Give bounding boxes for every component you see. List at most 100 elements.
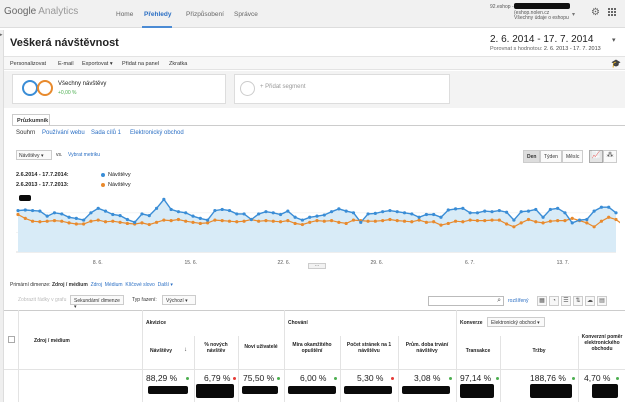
- data-point-previous: [337, 220, 341, 224]
- data-point-current: [286, 209, 290, 213]
- data-point-previous: [30, 219, 35, 223]
- value-bounce-rate: 6,00 %: [300, 373, 327, 383]
- pie-view-icon[interactable]: ◔: [549, 296, 559, 306]
- apps-grid-icon[interactable]: [608, 8, 617, 17]
- sort-down-arrow-icon[interactable]: ↓: [184, 347, 187, 353]
- positive-indicator: [572, 377, 575, 380]
- data-point-previous: [410, 220, 414, 224]
- date-range-picker[interactable]: 2. 6. 2014 - 17. 7. 2014: [490, 34, 594, 45]
- graduation-cap-icon[interactable]: 🎓: [611, 59, 621, 68]
- data-point-current: [577, 218, 582, 222]
- data-point-previous: [424, 220, 428, 224]
- legend-date-previous: 2.6.2013 - 17.7.2013:: [16, 182, 69, 188]
- data-point-previous: [570, 216, 574, 220]
- data-point-previous: [308, 220, 312, 224]
- col-revenue[interactable]: Tržby: [532, 348, 546, 354]
- table-divider: [18, 310, 19, 402]
- gear-icon[interactable]: ⚙: [591, 7, 600, 18]
- data-point-current: [30, 208, 35, 213]
- shortcut-button[interactable]: Zkratka: [169, 61, 188, 67]
- pivot-view-icon[interactable]: ▤: [597, 296, 607, 306]
- data-point-previous: [417, 218, 421, 222]
- add-segment-box[interactable]: [234, 74, 450, 104]
- dimension-more[interactable]: Další ▾: [157, 282, 173, 288]
- data-point-current: [475, 211, 480, 215]
- col-pages-per-visit[interactable]: Počet stránek na 1 návštěvu: [346, 342, 392, 354]
- granularity-week-button[interactable]: Týden: [540, 150, 562, 163]
- motion-chart-icon[interactable]: ⁂: [603, 150, 617, 163]
- data-point-previous: [395, 219, 399, 223]
- search-icon[interactable]: ⌕: [497, 297, 501, 304]
- nav-customization[interactable]: Přizpůsobení: [186, 11, 224, 18]
- advanced-filter-link[interactable]: rozšířený: [508, 298, 529, 304]
- data-point-previous: [125, 221, 129, 226]
- metric-select[interactable]: Návštěvy ▾: [16, 150, 52, 160]
- col-visits[interactable]: Návštěvy: [150, 348, 172, 354]
- subtab-goal-set-1[interactable]: Sada cílů 1: [91, 130, 122, 136]
- dimension-keyword[interactable]: Klíčové slovo: [125, 282, 155, 288]
- subtab-site-usage[interactable]: Používání webu: [42, 130, 85, 136]
- data-point-current: [483, 209, 487, 213]
- data-point-current: [184, 211, 188, 215]
- data-point-previous: [286, 219, 290, 223]
- visits-line-chart[interactable]: 8. 6. 15. 6. 22. 6. 29. 6. 6. 7. 13. 7.: [16, 190, 620, 268]
- chart-resize-handle[interactable]: ⋯: [308, 263, 326, 269]
- account-subtitle: Všechny údaje o eshopu: [514, 15, 569, 21]
- term-cloud-icon[interactable]: ☁: [585, 296, 595, 306]
- col-source-medium[interactable]: Zdroj / médium: [34, 338, 70, 344]
- col-transactions[interactable]: Transakce: [465, 348, 491, 354]
- performance-view-icon[interactable]: ☰: [561, 296, 571, 306]
- google-analytics-logo[interactable]: Google Analytics: [4, 6, 78, 17]
- expand-arrow-icon[interactable]: ▸: [0, 32, 3, 38]
- line-chart-icon[interactable]: 📈: [589, 150, 603, 163]
- dimension-source[interactable]: Zdroj: [90, 282, 102, 288]
- secondary-dimension-select[interactable]: Sekundární dimenze ▾: [70, 295, 124, 310]
- granularity-month-button[interactable]: Měsíc: [562, 150, 584, 163]
- dimension-medium[interactable]: Médium: [104, 282, 123, 288]
- subtab-ecommerce[interactable]: Elektronický obchod: [130, 130, 184, 136]
- email-button[interactable]: E-mail: [58, 61, 74, 67]
- primary-dimension-value[interactable]: Zdroj / médium: [51, 282, 88, 288]
- col-bounce-rate[interactable]: Míra okamžitého opuštění: [292, 342, 332, 354]
- date-compare: Porovnat s hodnotou: 2. 6. 2013 - 17. 7.…: [490, 46, 601, 52]
- table-view-icon[interactable]: ▦: [537, 296, 547, 306]
- col-new-users[interactable]: Noví uživatelé: [244, 344, 278, 350]
- data-point-previous: [220, 219, 224, 223]
- granularity-day-button[interactable]: Den: [523, 150, 541, 163]
- data-point-current: [599, 205, 604, 209]
- data-point-current: [147, 214, 151, 218]
- account-chevron-down-icon[interactable]: ▾: [572, 12, 576, 18]
- conversion-type-select[interactable]: Elektronický obchod ▾: [487, 317, 545, 327]
- account-site[interactable]: (eshop.nolen.cz: [514, 10, 550, 16]
- select-metric-link[interactable]: Vybrat metriku: [68, 152, 101, 158]
- sidebar-collapsed[interactable]: [0, 30, 4, 402]
- col-new-visits-pct[interactable]: % nových návštěv: [204, 342, 228, 354]
- customize-button[interactable]: Personalizovat: [10, 61, 47, 67]
- date-chevron-down-icon[interactable]: ▾: [612, 37, 616, 44]
- account-email[interactable]: 92.eshop -: [490, 4, 514, 10]
- col-ecommerce-conversion-rate[interactable]: Konverzní poměr elektronického obchodu: [581, 334, 623, 352]
- sort-type-select[interactable]: Výchozí ▾: [162, 295, 196, 305]
- x-tick-label: 6. 7.: [465, 260, 475, 266]
- data-point-current: [118, 214, 122, 218]
- plot-rows-button[interactable]: Zobrazit řádky v grafu: [18, 297, 67, 303]
- data-point-previous: [227, 219, 232, 223]
- data-point-current: [227, 208, 232, 213]
- table-search-input[interactable]: ⌕: [428, 296, 504, 306]
- col-avg-duration[interactable]: Prům. doba trvání návštěvy: [405, 342, 449, 354]
- add-segment-label[interactable]: + Přidat segment: [260, 84, 306, 90]
- nav-admin[interactable]: Správce: [234, 11, 258, 18]
- add-to-dashboard-button[interactable]: Přidat na panel: [122, 61, 159, 67]
- data-point-current: [133, 220, 137, 224]
- legend-label-previous: Návštěvy: [108, 182, 131, 188]
- select-all-checkbox[interactable]: [8, 336, 15, 343]
- export-button[interactable]: Exportovat ▾: [82, 61, 113, 67]
- data-point-current: [176, 210, 181, 214]
- segment-blue-circle-icon: [22, 80, 38, 96]
- nav-home[interactable]: Home: [116, 11, 134, 18]
- comparison-view-icon[interactable]: ⇅: [573, 296, 583, 306]
- subtab-summary[interactable]: Souhrn: [16, 130, 36, 136]
- nav-reports[interactable]: Přehledy: [144, 11, 172, 18]
- data-point-previous: [89, 219, 93, 223]
- data-point-current: [526, 209, 531, 213]
